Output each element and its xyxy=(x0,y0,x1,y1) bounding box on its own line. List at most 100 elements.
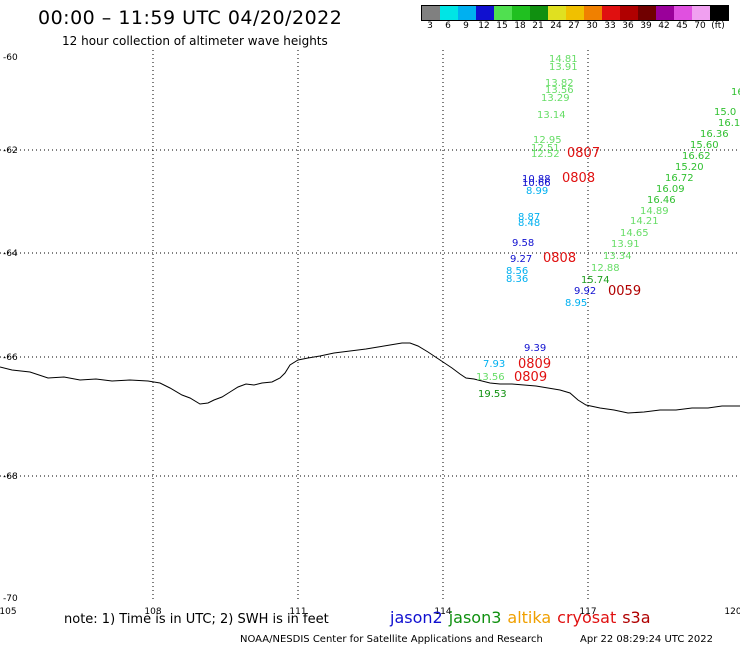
wave-height-value: 12.51 xyxy=(531,143,560,154)
wave-height-value: 8.99 xyxy=(526,186,548,197)
color-swatch xyxy=(494,6,512,20)
footer-note: note: 1) Time is in UTC; 2) SWH is in fe… xyxy=(64,612,329,627)
longitude-label: 105 xyxy=(0,607,17,617)
latitude-label: -60 xyxy=(3,53,18,63)
color-scale-label: 36 xyxy=(622,21,634,31)
color-scale-label: 33 xyxy=(604,21,616,31)
wave-height-value: 16.09 xyxy=(656,184,685,195)
color-scale-label: 21 xyxy=(532,21,544,31)
wave-height-value: 14.81 xyxy=(549,54,578,65)
legend-jason2: jason2 xyxy=(390,608,443,627)
wave-height-value: 16.19 xyxy=(718,118,740,129)
wave-height-value: 9.39 xyxy=(524,343,546,354)
color-scale-label: 9 xyxy=(463,21,469,31)
coastline xyxy=(0,342,740,414)
page-subtitle: 12 hour collection of altimeter wave hei… xyxy=(62,34,328,48)
color-scale-label: 12 xyxy=(478,21,490,31)
wave-height-value: 16.72 xyxy=(665,173,694,184)
wave-height-value: 8.36 xyxy=(506,274,528,285)
pass-time-label: 0808 xyxy=(562,171,595,186)
latitude-label: -64 xyxy=(3,249,18,259)
generated-timestamp: Apr 22 08:29:24 UTC 2022 xyxy=(580,634,713,645)
wave-height-value: 16.36 xyxy=(700,129,729,140)
longitude-label: 114 xyxy=(434,607,451,617)
legend-s3a: s3a xyxy=(622,608,651,627)
color-swatch xyxy=(440,6,458,20)
color-swatch xyxy=(584,6,602,20)
wave-height-value: 14.89 xyxy=(640,206,669,217)
color-scale-label: 3 xyxy=(427,21,433,31)
color-swatch xyxy=(656,6,674,20)
color-scale-label: 42 xyxy=(658,21,670,31)
wave-height-value: 7.93 xyxy=(483,359,505,370)
wave-height-value: 15.20 xyxy=(675,162,704,173)
wave-height-value: 14.65 xyxy=(620,228,649,239)
legend-jason3: jason3 xyxy=(448,608,502,627)
color-swatch xyxy=(530,6,548,20)
wave-height-value: 13.82 xyxy=(545,78,574,89)
color-swatch xyxy=(602,6,620,20)
pass-time-label: 0059 xyxy=(608,284,641,299)
graticule: 105 108 111 114 117 120 -60 -62 -64 -66 -68 -70 xyxy=(0,50,740,617)
wave-height-value: 13.34 xyxy=(603,251,632,262)
longitude-label: 108 xyxy=(144,607,161,617)
color-swatch xyxy=(620,6,638,20)
color-swatch xyxy=(548,6,566,20)
wave-height-value: 13.14 xyxy=(537,110,566,121)
longitude-label: 117 xyxy=(579,607,596,617)
wave-height-value: 9.92 xyxy=(574,286,596,297)
page-title: 00:00 – 11:59 UTC 04/20/2022 xyxy=(38,7,343,29)
color-swatch xyxy=(710,6,728,20)
wave-height-value: 10.66 xyxy=(522,178,551,189)
color-swatch xyxy=(566,6,584,20)
color-swatch xyxy=(638,6,656,20)
wave-height-value: 12.52 xyxy=(531,149,560,160)
latitude-label: -62 xyxy=(3,146,18,156)
color-scale-label: 45 xyxy=(676,21,688,31)
pass-time-label: 0808 xyxy=(543,251,576,266)
wave-height-value: 15.74 xyxy=(581,275,610,286)
color-swatch xyxy=(692,6,710,20)
color-swatch xyxy=(422,6,440,20)
wave-height-value: 8.95 xyxy=(565,298,587,309)
color-scale-label: 6 xyxy=(445,21,451,31)
color-scale-label: 70 xyxy=(694,21,706,31)
wave-height-value: 14.21 xyxy=(630,216,659,227)
wave-height-value: 13.91 xyxy=(549,62,578,73)
color-scale-label: 39 xyxy=(640,21,652,31)
credits: NOAA/NESDIS Center for Satellite Applica… xyxy=(240,634,543,645)
wave-height-value: 9.27 xyxy=(510,254,532,265)
color-swatch xyxy=(512,6,530,20)
pass-time-label: 0809 xyxy=(514,370,547,385)
wave-height-value: 13.56 xyxy=(476,372,505,383)
latitude-label: -66 xyxy=(3,353,18,363)
pass-time-label: 0807 xyxy=(567,146,600,161)
longitude-label: 111 xyxy=(289,607,306,617)
wave-height-value: 16.46 xyxy=(647,195,676,206)
color-scale-label: 24 xyxy=(550,21,562,31)
legend-cryosat: cryosat xyxy=(557,608,617,627)
color-swatch xyxy=(674,6,692,20)
wave-height-value: 16 xyxy=(731,87,740,98)
wave-height-value: 16.62 xyxy=(682,151,711,162)
color-scale-label: 18 xyxy=(514,21,526,31)
wave-height-value: 12.95 xyxy=(533,135,562,146)
color-scale-label: 27 xyxy=(568,21,580,31)
wave-height-value: 15.0 xyxy=(714,107,736,118)
satellite-legend: jason2 jason3 altika cryosat s3a xyxy=(390,608,657,627)
wave-height-value: 15.60 xyxy=(690,140,719,151)
wave-height-value: 10.88 xyxy=(522,174,551,185)
wave-height-value: 13.91 xyxy=(611,239,640,250)
pass-time-label: 0809 xyxy=(518,357,551,372)
wave-height-value: 13.29 xyxy=(541,93,570,104)
wave-height-value: 12.88 xyxy=(591,263,620,274)
longitude-label: 120 xyxy=(724,607,740,617)
legend-altika: altika xyxy=(507,608,552,627)
color-scale-labels: 3 6 9 12 15 18 21 24 27 30 33 36 39 42 45 70 (ft) xyxy=(421,21,727,33)
wave-height-value: 13.56 xyxy=(545,85,574,96)
wave-height-value: 8.56 xyxy=(506,266,528,277)
wave-height-value: 19.53 xyxy=(478,389,507,400)
wave-height-value: 9.58 xyxy=(512,238,534,249)
wave-height-value: 8.87 xyxy=(518,212,540,223)
